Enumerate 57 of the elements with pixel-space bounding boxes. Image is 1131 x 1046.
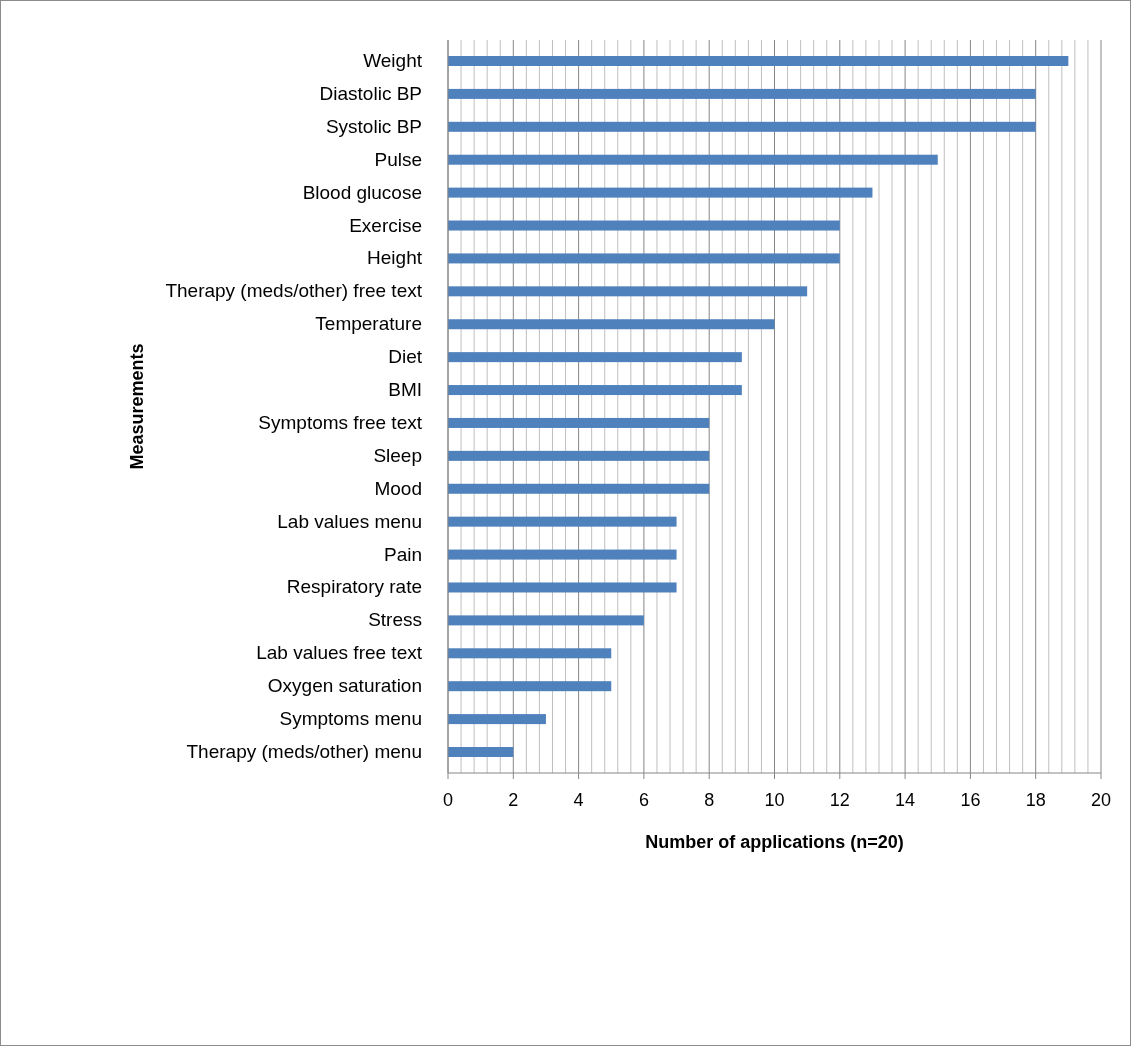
y-tick-label: Therapy (meds/other) free text [165, 280, 423, 302]
bar [448, 286, 808, 297]
x-tick-label: 10 [764, 790, 785, 810]
bar [448, 747, 514, 757]
y-axis-title: Measurements [127, 343, 148, 470]
x-tick-label: 8 [704, 790, 715, 810]
bar [448, 88, 1036, 99]
bar [448, 582, 677, 593]
bar [448, 615, 644, 626]
bar [448, 220, 840, 231]
y-tick-label: BMI [388, 379, 422, 401]
y-tick-label: Lab values free text [256, 642, 423, 664]
bar [448, 714, 546, 725]
bar [448, 56, 1069, 66]
y-tick-label: Pain [383, 543, 422, 565]
x-tick-label: 12 [829, 790, 850, 810]
bar [448, 450, 710, 461]
x-tick-label: 0 [442, 790, 454, 810]
bar [448, 648, 612, 659]
y-tick-label: Weight [363, 50, 423, 71]
y-tick-label: Sleep [373, 444, 422, 466]
bar [448, 121, 1036, 132]
y-tick-label: Mood [374, 477, 422, 499]
bar [448, 319, 775, 330]
x-tick-label: 4 [573, 790, 584, 810]
y-tick-label: Exercise [349, 214, 422, 236]
x-tick-label: 6 [638, 790, 649, 810]
x-tick-label: 18 [1025, 790, 1046, 810]
y-tick-label: Diastolic BP [319, 82, 422, 104]
x-tick-label: 16 [960, 790, 981, 810]
x-tick-label: 20 [1090, 790, 1112, 810]
y-tick-label: Stress [368, 609, 422, 631]
bar [448, 352, 742, 363]
bar [448, 385, 742, 396]
bar [448, 549, 677, 560]
y-tick-label: Respiratory rate [286, 576, 422, 598]
bar [448, 483, 710, 494]
bar [448, 253, 840, 264]
x-tick-label: 2 [508, 790, 519, 810]
bar [448, 417, 710, 428]
y-tick-label: Therapy (meds/other) menu [186, 741, 422, 762]
bar [448, 681, 612, 692]
bar [448, 187, 873, 198]
y-tick-label: Systolic BP [325, 115, 422, 137]
x-tick-label: 14 [895, 790, 916, 810]
y-tick-label: Pulse [374, 148, 422, 170]
bar [448, 516, 677, 527]
bar [448, 154, 938, 165]
y-tick-label: Temperature [315, 313, 422, 335]
y-tick-label: Height [367, 247, 423, 269]
y-tick-label: Symptoms free text [258, 411, 423, 433]
y-tick-label: Blood glucose [302, 181, 422, 203]
y-tick-label: Oxygen saturation [267, 675, 422, 697]
y-tick-label: Symptoms menu [279, 708, 422, 730]
y-tick-label: Lab values menu [277, 510, 422, 532]
x-axis-title: Number of applications (n=20) [645, 832, 904, 852]
y-tick-label: Diet [388, 346, 423, 368]
